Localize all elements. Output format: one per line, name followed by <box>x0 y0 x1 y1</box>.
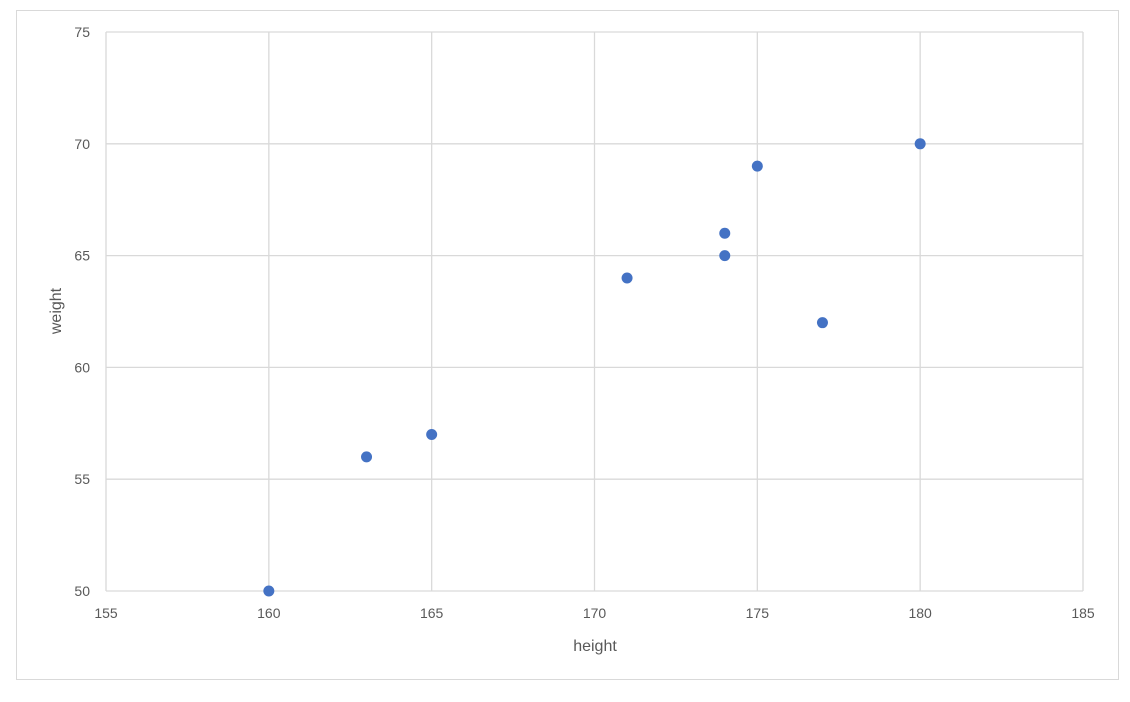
data-point <box>426 428 438 440</box>
y-tick-label: 65 <box>74 248 90 264</box>
data-point <box>719 227 731 239</box>
data-point <box>621 272 633 284</box>
data-point <box>816 317 828 329</box>
y-tick-label: 70 <box>74 136 90 152</box>
y-tick-label: 50 <box>74 583 90 599</box>
x-tick-label: 175 <box>746 605 770 621</box>
data-point <box>914 138 926 150</box>
tick-labels: 155 160 165 170 175 180 185 50 55 60 65 70 75 <box>74 24 1094 621</box>
x-tick-label: 155 <box>94 605 118 621</box>
x-tick-label: 185 <box>1071 605 1095 621</box>
data-point <box>263 585 275 597</box>
data-point <box>719 250 731 262</box>
data-point <box>751 160 763 172</box>
x-tick-label: 165 <box>420 605 444 621</box>
chart-area <box>16 10 1119 680</box>
x-tick-label: 160 <box>257 605 281 621</box>
x-tick-label: 170 <box>583 605 607 621</box>
y-tick-label: 75 <box>74 24 90 40</box>
data-points <box>263 138 926 597</box>
data-point <box>361 451 373 463</box>
y-tick-label: 60 <box>74 359 90 375</box>
x-axis-title: height <box>573 638 617 655</box>
gridlines <box>105 31 1084 592</box>
y-tick-label: 55 <box>74 471 90 487</box>
y-axis-title: weight <box>48 287 65 335</box>
x-tick-label: 180 <box>908 605 932 621</box>
